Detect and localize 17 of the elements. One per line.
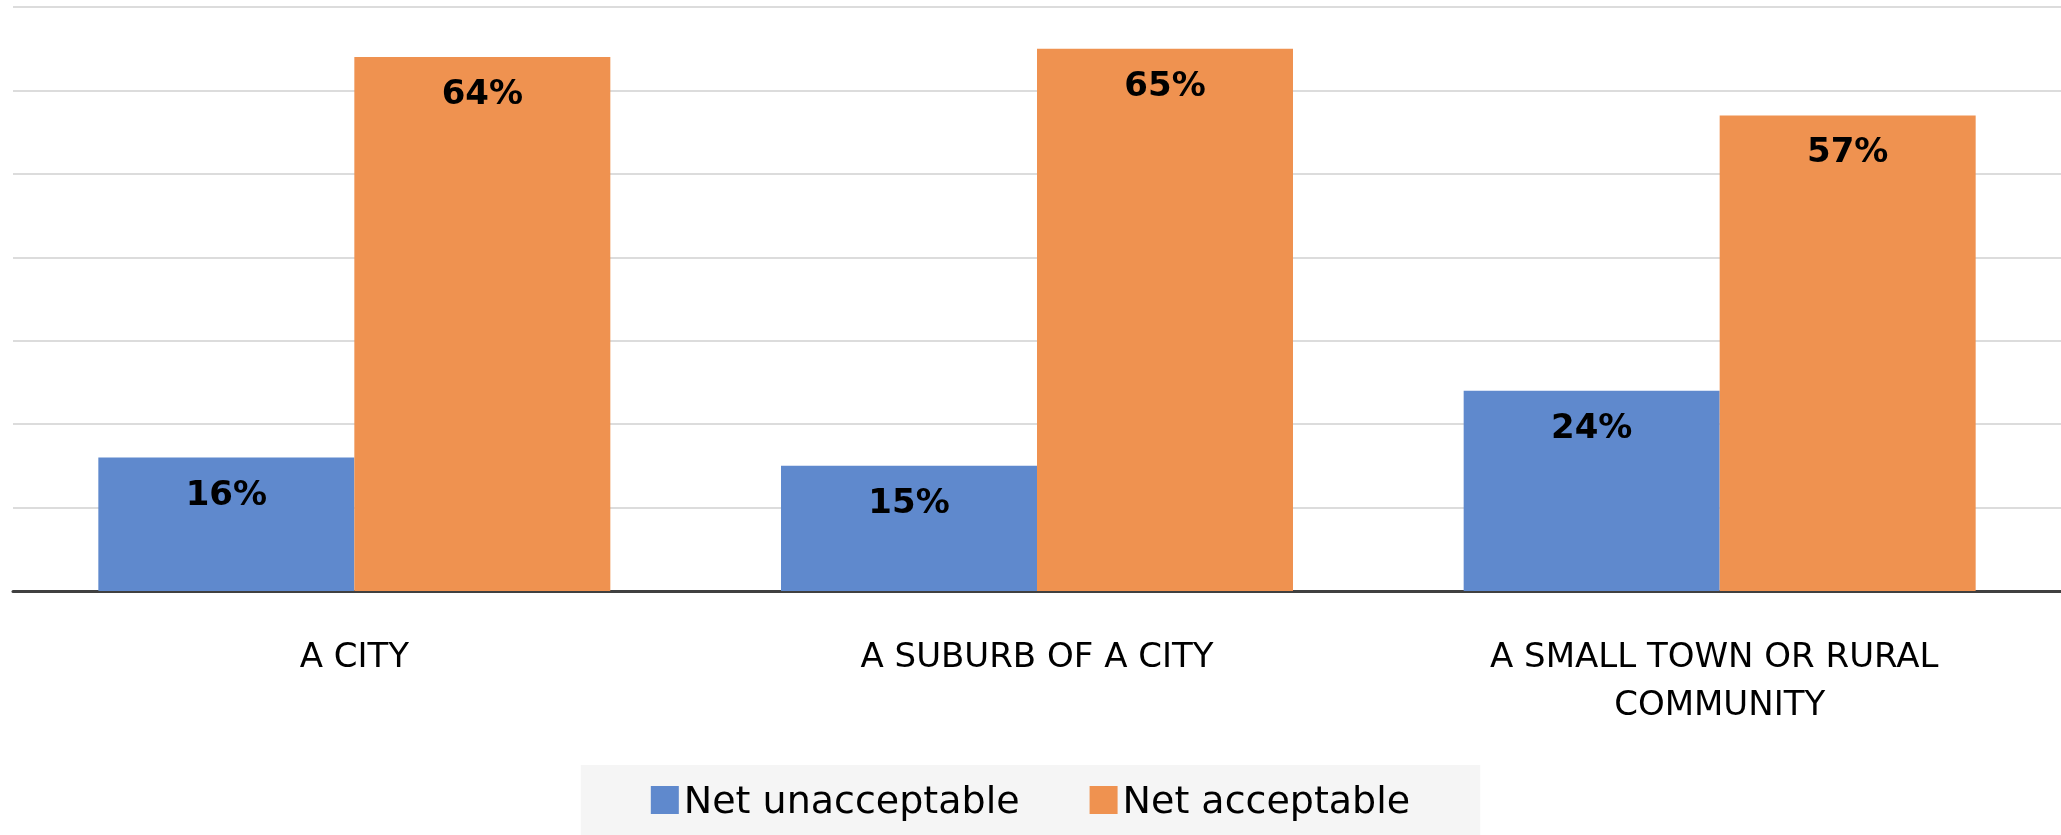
data-label: 57% (1806, 130, 1889, 171)
data-label: 65% (1124, 63, 1206, 104)
legend-label: Net unacceptable (683, 778, 1020, 822)
bar (1463, 390, 1720, 591)
bar (354, 57, 611, 591)
x-tick-label: A CITY (299, 635, 410, 675)
legend-label: Net acceptable (1122, 778, 1411, 822)
bar (1719, 115, 1976, 591)
data-label: 64% (441, 72, 524, 113)
bar (781, 465, 1037, 591)
x-tick-label: A SMALL TOWN OR RURAL COMMUNITY (1490, 635, 1950, 723)
bar (1037, 48, 1293, 591)
bar (98, 457, 355, 591)
data-label: 16% (185, 472, 268, 513)
data-label: 15% (868, 480, 950, 521)
x-tick-label: A SUBURB OF A CITY (860, 635, 1214, 675)
data-label: 24% (1550, 405, 1633, 446)
